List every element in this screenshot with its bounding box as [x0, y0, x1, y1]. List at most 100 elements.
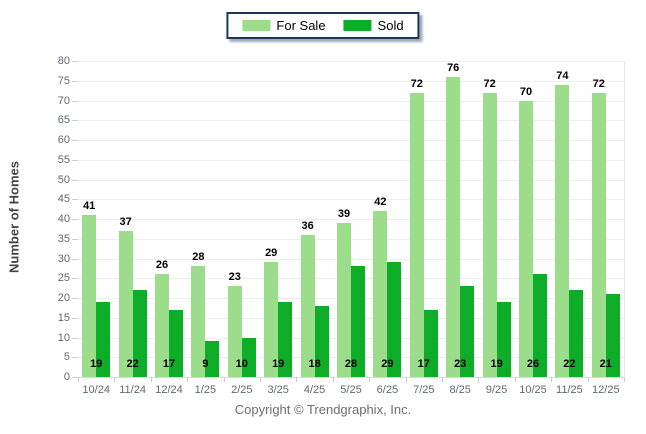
for-sale-bar — [591, 92, 606, 377]
x-axis-tick-label: 4/25 — [303, 384, 326, 396]
for-sale-value-label: 28 — [192, 251, 205, 264]
for-sale-value-label: 41 — [83, 200, 96, 213]
sold-value-label: 22 — [563, 358, 576, 370]
for-sale-bar — [118, 230, 133, 377]
legend-label-sold: Sold — [377, 18, 404, 33]
x-axis-tick-label: 11/24 — [119, 384, 146, 396]
sold-bar — [314, 305, 329, 377]
for-sale-value-label: 39 — [337, 207, 351, 220]
y-axis-tick-label: 25 — [57, 272, 70, 285]
copyright-text: Copyright © Trendgraphix, Inc. — [234, 402, 412, 417]
sold-bar — [278, 301, 293, 377]
y-axis-tick — [72, 120, 78, 122]
x-axis-tick-label: 3/25 — [267, 384, 289, 396]
y-axis-tick — [72, 159, 78, 161]
sold-value-label: 19 — [490, 358, 503, 370]
x-axis-tick — [296, 377, 298, 382]
sold-value-label: 21 — [599, 358, 612, 370]
x-axis-tick-label: 9/25 — [485, 384, 508, 396]
y-axis-tick — [72, 100, 78, 102]
for-sale-bar — [409, 92, 424, 377]
sold-bar — [496, 301, 511, 377]
sold-bar — [351, 266, 365, 377]
y-axis-tick — [72, 278, 78, 280]
x-axis-tick — [223, 377, 225, 382]
for-sale-value-label: 70 — [519, 85, 533, 98]
for-sale-value-label: 23 — [228, 271, 241, 284]
plot-right-border — [624, 61, 625, 377]
y-axis-tick — [72, 219, 78, 220]
sold-value-label: 29 — [381, 358, 394, 370]
y-axis-tick-label: 30 — [57, 252, 70, 265]
x-axis-tick — [150, 377, 152, 382]
for-sale-value-label: 72 — [483, 77, 496, 90]
y-axis-tick-label: 50 — [57, 173, 70, 186]
x-axis-line — [78, 377, 624, 378]
sold-bar — [241, 337, 256, 377]
for-sale-value-label: 72 — [592, 77, 605, 90]
y-axis-tick-label: 55 — [57, 153, 70, 166]
gridline — [78, 199, 624, 201]
sold-swatch-icon — [343, 20, 372, 31]
sold-value-label: 28 — [344, 358, 358, 370]
x-axis-tick-label: 8/25 — [449, 384, 471, 396]
x-axis-tick-label: 12/24 — [155, 384, 183, 396]
for-sale-bar — [227, 286, 242, 377]
x-axis-tick-label: 2/25 — [231, 384, 253, 396]
for-sale-bar — [519, 100, 533, 377]
for-sale-bar — [264, 262, 279, 377]
for-sale-value-label: 72 — [410, 77, 423, 90]
x-axis-tick — [114, 377, 116, 382]
sold-bar — [169, 309, 183, 377]
for-sale-value-label: 26 — [155, 259, 169, 272]
x-axis-tick-label: 11/25 — [556, 384, 583, 396]
sold-value-label: 19 — [90, 358, 103, 370]
y-axis-tick-label: 15 — [57, 311, 70, 324]
gridline — [78, 159, 624, 161]
for-sale-value-label: 29 — [265, 247, 278, 260]
x-axis-tick — [478, 377, 480, 382]
sold-bar — [460, 286, 475, 377]
for-sale-value-label: 42 — [374, 196, 387, 209]
for-sale-bar — [373, 211, 388, 377]
gridline — [78, 140, 624, 141]
for-sale-value-label: 37 — [119, 215, 132, 228]
for-sale-bar — [155, 274, 169, 377]
y-axis-tick — [72, 61, 78, 62]
y-axis-tick-label: 80 — [57, 55, 70, 67]
sold-value-label: 17 — [417, 358, 430, 370]
y-axis-tick-label: 0 — [63, 371, 70, 383]
for-sale-bar — [482, 92, 497, 377]
legend-entry-for-sale: For Sale — [242, 18, 326, 33]
sold-value-label: 9 — [202, 358, 209, 370]
legend-label-for-sale: For Sale — [276, 18, 326, 33]
x-axis-tick — [587, 377, 589, 382]
legend: For Sale Sold — [226, 12, 420, 39]
y-axis-tick-label: 60 — [57, 134, 70, 146]
sold-bar — [605, 294, 620, 377]
x-axis-tick — [442, 377, 443, 382]
x-axis-tick — [514, 377, 516, 382]
sold-bar — [387, 262, 402, 377]
for-sale-bar — [555, 84, 570, 377]
x-axis-tick-label: 6/25 — [376, 384, 399, 396]
y-axis-tick-label: 20 — [57, 292, 70, 304]
y-axis-tick — [72, 377, 78, 378]
sold-value-label: 23 — [454, 358, 467, 370]
y-axis-tick-label: 5 — [63, 351, 70, 364]
y-axis-tick — [72, 238, 78, 240]
for-sale-bar — [191, 266, 206, 377]
y-axis-tick — [72, 140, 78, 141]
sold-value-label: 17 — [162, 358, 176, 370]
for-sale-bar — [337, 222, 351, 377]
sold-bar — [205, 341, 220, 377]
x-axis-tick — [260, 377, 261, 382]
for-sale-value-label: 74 — [556, 69, 569, 82]
x-axis-tick — [187, 377, 189, 382]
for-sale-value-label: 36 — [301, 219, 314, 232]
y-axis-tick-label: 65 — [57, 114, 70, 127]
sold-value-label: 19 — [272, 358, 285, 370]
for-sale-swatch-icon — [242, 20, 271, 31]
